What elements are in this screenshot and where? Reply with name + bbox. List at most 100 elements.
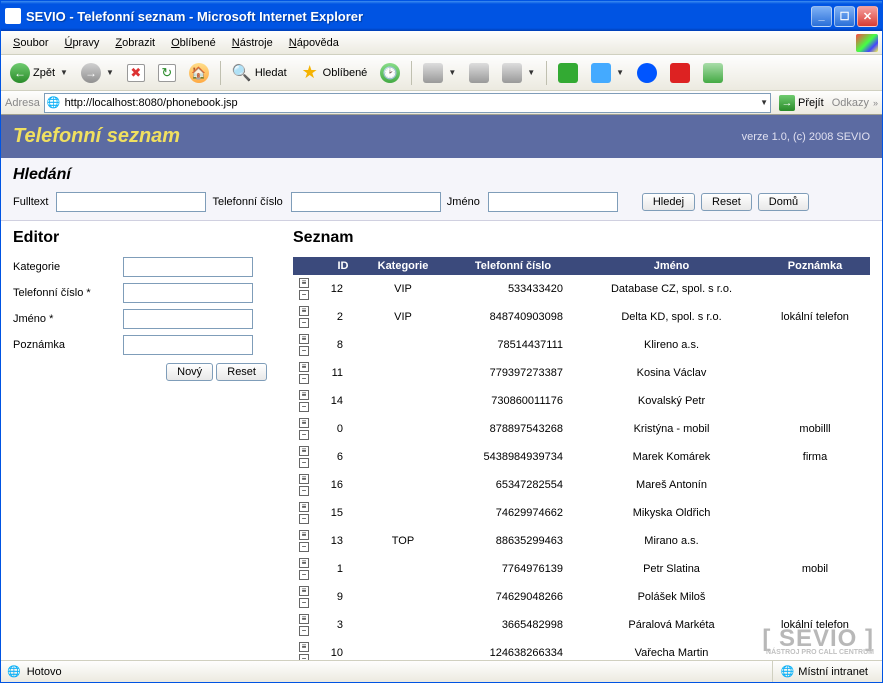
editor-phone-input[interactable] — [123, 283, 253, 303]
links-expand-icon[interactable]: » — [873, 98, 878, 108]
address-input[interactable] — [65, 97, 755, 109]
editor-name-label: Jméno * — [13, 313, 123, 325]
close-button[interactable]: ✕ — [857, 6, 878, 27]
menu-item[interactable]: Soubor — [5, 35, 56, 51]
delete-icon[interactable]: − — [299, 654, 309, 660]
edit-icon[interactable]: ≡ — [299, 642, 309, 652]
edit-icon[interactable]: ≡ — [299, 306, 309, 316]
col-id[interactable]: ID — [323, 257, 363, 275]
delete-icon[interactable]: − — [299, 402, 309, 412]
edit-icon[interactable]: ≡ — [299, 502, 309, 512]
addon2-button[interactable]: ▼ — [586, 59, 629, 87]
edit-icon[interactable]: ≡ — [299, 558, 309, 568]
cell-name: Mikyska Oldřich — [583, 499, 760, 527]
back-button[interactable]: ← Zpět ▼ — [5, 59, 73, 87]
cell-note — [760, 471, 870, 499]
editor-name-input[interactable] — [123, 309, 253, 329]
titlebar: SEVIO - Telefonní seznam - Microsoft Int… — [1, 1, 882, 31]
delete-icon[interactable]: − — [299, 514, 309, 524]
messenger-button[interactable] — [698, 59, 728, 87]
delete-icon[interactable]: − — [299, 430, 309, 440]
edit-icon[interactable]: ≡ — [299, 586, 309, 596]
reset-button[interactable]: Reset — [701, 193, 752, 211]
minimize-button[interactable]: _ — [811, 6, 832, 27]
addon4-button[interactable] — [665, 59, 695, 87]
cell-phone: 779397273387 — [443, 359, 583, 387]
phone-label: Telefonní číslo — [212, 196, 282, 208]
favorites-button[interactable]: ★ Oblíbené — [295, 59, 373, 87]
cell-id: 11 — [323, 359, 363, 387]
forward-button[interactable]: → ▼ — [76, 59, 119, 87]
delete-icon[interactable]: − — [299, 626, 309, 636]
cell-name: Petr Slatina — [583, 555, 760, 583]
edit-icon[interactable]: ≡ — [299, 278, 309, 288]
category-input[interactable] — [123, 257, 253, 277]
delete-icon[interactable]: − — [299, 542, 309, 552]
addon1-button[interactable] — [553, 59, 583, 87]
menu-item[interactable]: Nápověda — [281, 35, 347, 51]
menu-item[interactable]: Úpravy — [56, 35, 107, 51]
menu-item[interactable]: Oblíbené — [163, 35, 224, 51]
edit-button[interactable]: ▼ — [497, 59, 540, 87]
col-name[interactable]: Jméno — [583, 257, 760, 275]
delete-icon[interactable]: − — [299, 290, 309, 300]
list-heading: Seznam — [293, 229, 870, 247]
edit-icon[interactable]: ≡ — [299, 446, 309, 456]
delete-icon[interactable]: − — [299, 598, 309, 608]
links-label[interactable]: Odkazy — [832, 97, 869, 109]
fulltext-input[interactable] — [56, 192, 206, 212]
browser-window: SEVIO - Telefonní seznam - Microsoft Int… — [0, 0, 883, 683]
menu-item[interactable]: Zobrazit — [107, 35, 163, 51]
page-icon: 🌐 — [47, 96, 61, 109]
cell-category: TOP — [363, 527, 443, 555]
editor-reset-button[interactable]: Reset — [216, 363, 267, 381]
name-input[interactable] — [488, 192, 618, 212]
new-button[interactable]: Nový — [166, 363, 213, 381]
home-button[interactable]: 🏠 — [184, 59, 214, 87]
search-button[interactable]: 🔍 Hledat — [227, 59, 292, 87]
table-row: ≡−1574629974662Mikyska Oldřich — [293, 499, 870, 527]
cell-category — [363, 583, 443, 611]
page-icon: 🌐 — [7, 665, 21, 678]
separator — [546, 61, 547, 85]
maximize-button[interactable]: ☐ — [834, 6, 855, 27]
go-label: Přejít — [798, 97, 824, 109]
edit-icon[interactable]: ≡ — [299, 362, 309, 372]
phone-input[interactable] — [291, 192, 441, 212]
stop-icon: ✖ — [127, 64, 145, 82]
delete-icon[interactable]: − — [299, 346, 309, 356]
edit-icon[interactable]: ≡ — [299, 530, 309, 540]
edit-icon[interactable]: ≡ — [299, 614, 309, 624]
dropdown-icon[interactable]: ▼ — [760, 98, 768, 107]
delete-icon[interactable]: − — [299, 318, 309, 328]
delete-icon[interactable]: − — [299, 374, 309, 384]
cell-phone: 878897543268 — [443, 415, 583, 443]
refresh-button[interactable]: ↻ — [153, 59, 181, 87]
edit-icon[interactable]: ≡ — [299, 334, 309, 344]
stop-button[interactable]: ✖ — [122, 59, 150, 87]
menu-item[interactable]: Nástroje — [224, 35, 281, 51]
edit-icon[interactable]: ≡ — [299, 418, 309, 428]
addon3-button[interactable] — [632, 59, 662, 87]
fulltext-label: Fulltext — [13, 196, 48, 208]
home-button[interactable]: Domů — [758, 193, 809, 211]
zone-icon: 🌐 — [781, 665, 795, 678]
mail-button[interactable]: ▼ — [418, 59, 461, 87]
delete-icon[interactable]: − — [299, 458, 309, 468]
delete-icon[interactable]: − — [299, 570, 309, 580]
back-icon: ← — [10, 63, 30, 83]
edit-icon[interactable]: ≡ — [299, 474, 309, 484]
go-button[interactable]: → Přejít — [775, 95, 828, 111]
history-button[interactable]: 🕑 — [375, 59, 405, 87]
col-note[interactable]: Poznámka — [760, 257, 870, 275]
col-category[interactable]: Kategorie — [363, 257, 443, 275]
delete-icon[interactable]: − — [299, 486, 309, 496]
col-phone[interactable]: Telefonní číslo — [443, 257, 583, 275]
note-input[interactable] — [123, 335, 253, 355]
table-row: ≡−974629048266Polášek Miloš — [293, 583, 870, 611]
search-button[interactable]: Hledej — [642, 193, 695, 211]
cell-category — [363, 443, 443, 471]
app-header: Telefonní seznam verze 1.0, (c) 2008 SEV… — [1, 115, 882, 158]
edit-icon[interactable]: ≡ — [299, 390, 309, 400]
print-button[interactable] — [464, 59, 494, 87]
